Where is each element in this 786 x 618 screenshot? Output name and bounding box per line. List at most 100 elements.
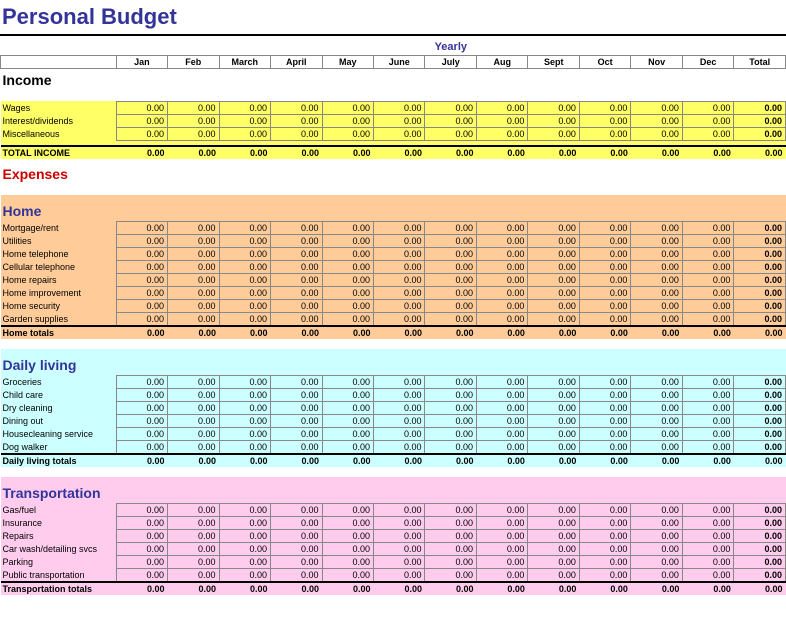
sec-2-row-2-val-6[interactable]: 0.00 — [425, 530, 476, 543]
sec-0-row-1-val-11[interactable]: 0.00 — [682, 235, 733, 248]
sec-1-row-3-val-0[interactable]: 0.00 — [116, 415, 167, 428]
sec-2-row-1-val-7[interactable]: 0.00 — [476, 517, 527, 530]
income-row-1-val-4[interactable]: 0.00 — [322, 114, 373, 127]
sec-1-row-3-val-11[interactable]: 0.00 — [682, 415, 733, 428]
sec-1-row-5-val-8[interactable]: 0.00 — [528, 441, 579, 455]
sec-2-row-3-val-4[interactable]: 0.00 — [322, 543, 373, 556]
sec-2-row-1-val-5[interactable]: 0.00 — [374, 517, 425, 530]
sec-0-row-0-val-4[interactable]: 0.00 — [322, 222, 373, 235]
sec-1-row-2-val-2[interactable]: 0.00 — [219, 402, 270, 415]
sec-0-row-0-val-2[interactable]: 0.00 — [219, 222, 270, 235]
income-row-2-val-0[interactable]: 0.00 — [116, 127, 167, 140]
sec-2-row-3-val-11[interactable]: 0.00 — [682, 543, 733, 556]
sec-2-row-1-val-11[interactable]: 0.00 — [682, 517, 733, 530]
sec-1-row-1-val-7[interactable]: 0.00 — [476, 389, 527, 402]
sec-2-row-4-val-4[interactable]: 0.00 — [322, 556, 373, 569]
sec-0-row-1-val-1[interactable]: 0.00 — [168, 235, 219, 248]
income-row-2-val-9[interactable]: 0.00 — [579, 127, 630, 140]
sec-2-row-4-val-8[interactable]: 0.00 — [528, 556, 579, 569]
sec-0-row-1-val-4[interactable]: 0.00 — [322, 235, 373, 248]
sec-1-row-2-val-0[interactable]: 0.00 — [116, 402, 167, 415]
sec-2-row-4-val-7[interactable]: 0.00 — [476, 556, 527, 569]
sec-2-row-5-val-5[interactable]: 0.00 — [374, 569, 425, 583]
sec-1-row-3-val-10[interactable]: 0.00 — [631, 415, 682, 428]
sec-0-row-6-val-3[interactable]: 0.00 — [271, 300, 322, 313]
income-row-0-val-6[interactable]: 0.00 — [425, 101, 476, 114]
sec-0-row-6-val-11[interactable]: 0.00 — [682, 300, 733, 313]
sec-1-row-5-val-7[interactable]: 0.00 — [476, 441, 527, 455]
sec-0-row-4-val-6[interactable]: 0.00 — [425, 274, 476, 287]
sec-1-row-2-val-5[interactable]: 0.00 — [374, 402, 425, 415]
income-row-0-val-11[interactable]: 0.00 — [682, 101, 733, 114]
sec-1-row-1-val-9[interactable]: 0.00 — [579, 389, 630, 402]
sec-1-row-3-val-9[interactable]: 0.00 — [579, 415, 630, 428]
sec-2-row-3-val-0[interactable]: 0.00 — [116, 543, 167, 556]
sec-0-row-2-val-3[interactable]: 0.00 — [271, 248, 322, 261]
sec-0-row-2-val-6[interactable]: 0.00 — [425, 248, 476, 261]
sec-2-row-2-val-10[interactable]: 0.00 — [631, 530, 682, 543]
sec-1-row-1-val-1[interactable]: 0.00 — [168, 389, 219, 402]
income-row-1-val-6[interactable]: 0.00 — [425, 114, 476, 127]
sec-0-row-7-val-8[interactable]: 0.00 — [528, 313, 579, 327]
income-row-1-val-5[interactable]: 0.00 — [374, 114, 425, 127]
sec-1-row-5-val-5[interactable]: 0.00 — [374, 441, 425, 455]
income-row-2-val-2[interactable]: 0.00 — [219, 127, 270, 140]
sec-0-row-5-val-1[interactable]: 0.00 — [168, 287, 219, 300]
sec-0-row-2-val-7[interactable]: 0.00 — [476, 248, 527, 261]
sec-1-row-0-val-8[interactable]: 0.00 — [528, 376, 579, 389]
sec-1-row-0-val-5[interactable]: 0.00 — [374, 376, 425, 389]
sec-0-row-0-val-0[interactable]: 0.00 — [116, 222, 167, 235]
sec-1-row-1-val-0[interactable]: 0.00 — [116, 389, 167, 402]
sec-2-row-0-val-9[interactable]: 0.00 — [579, 504, 630, 517]
sec-0-row-7-val-5[interactable]: 0.00 — [374, 313, 425, 327]
sec-0-row-6-val-9[interactable]: 0.00 — [579, 300, 630, 313]
sec-0-row-7-val-9[interactable]: 0.00 — [579, 313, 630, 327]
income-row-1-val-3[interactable]: 0.00 — [271, 114, 322, 127]
sec-0-row-0-val-5[interactable]: 0.00 — [374, 222, 425, 235]
sec-0-row-6-val-0[interactable]: 0.00 — [116, 300, 167, 313]
sec-0-row-4-val-8[interactable]: 0.00 — [528, 274, 579, 287]
income-row-2-val-8[interactable]: 0.00 — [528, 127, 579, 140]
sec-2-row-4-val-1[interactable]: 0.00 — [168, 556, 219, 569]
sec-1-row-3-val-5[interactable]: 0.00 — [374, 415, 425, 428]
sec-2-row-2-val-7[interactable]: 0.00 — [476, 530, 527, 543]
sec-2-row-2-val-0[interactable]: 0.00 — [116, 530, 167, 543]
sec-1-row-2-val-7[interactable]: 0.00 — [476, 402, 527, 415]
sec-0-row-3-val-8[interactable]: 0.00 — [528, 261, 579, 274]
sec-0-row-2-val-9[interactable]: 0.00 — [579, 248, 630, 261]
sec-2-row-0-val-7[interactable]: 0.00 — [476, 504, 527, 517]
sec-0-row-1-val-7[interactable]: 0.00 — [476, 235, 527, 248]
sec-0-row-1-val-2[interactable]: 0.00 — [219, 235, 270, 248]
sec-2-row-2-val-3[interactable]: 0.00 — [271, 530, 322, 543]
sec-0-row-4-val-10[interactable]: 0.00 — [631, 274, 682, 287]
sec-0-row-6-val-6[interactable]: 0.00 — [425, 300, 476, 313]
income-row-0-val-4[interactable]: 0.00 — [322, 101, 373, 114]
sec-0-row-5-val-6[interactable]: 0.00 — [425, 287, 476, 300]
sec-2-row-0-val-1[interactable]: 0.00 — [168, 504, 219, 517]
sec-2-row-5-val-11[interactable]: 0.00 — [682, 569, 733, 583]
sec-2-row-1-val-3[interactable]: 0.00 — [271, 517, 322, 530]
sec-0-row-3-val-1[interactable]: 0.00 — [168, 261, 219, 274]
sec-0-row-5-val-5[interactable]: 0.00 — [374, 287, 425, 300]
sec-1-row-1-val-2[interactable]: 0.00 — [219, 389, 270, 402]
income-row-0-val-9[interactable]: 0.00 — [579, 101, 630, 114]
sec-2-row-0-val-4[interactable]: 0.00 — [322, 504, 373, 517]
sec-0-row-4-val-7[interactable]: 0.00 — [476, 274, 527, 287]
sec-0-row-3-val-0[interactable]: 0.00 — [116, 261, 167, 274]
sec-0-row-0-val-8[interactable]: 0.00 — [528, 222, 579, 235]
sec-0-row-4-val-0[interactable]: 0.00 — [116, 274, 167, 287]
sec-1-row-2-val-8[interactable]: 0.00 — [528, 402, 579, 415]
sec-1-row-4-val-11[interactable]: 0.00 — [682, 428, 733, 441]
sec-2-row-1-val-10[interactable]: 0.00 — [631, 517, 682, 530]
sec-1-row-5-val-11[interactable]: 0.00 — [682, 441, 733, 455]
sec-0-row-2-val-8[interactable]: 0.00 — [528, 248, 579, 261]
sec-0-row-5-val-3[interactable]: 0.00 — [271, 287, 322, 300]
sec-1-row-5-val-10[interactable]: 0.00 — [631, 441, 682, 455]
sec-1-row-2-val-3[interactable]: 0.00 — [271, 402, 322, 415]
sec-1-row-2-val-1[interactable]: 0.00 — [168, 402, 219, 415]
sec-2-row-0-val-5[interactable]: 0.00 — [374, 504, 425, 517]
sec-1-row-0-val-0[interactable]: 0.00 — [116, 376, 167, 389]
sec-2-row-1-val-9[interactable]: 0.00 — [579, 517, 630, 530]
sec-2-row-3-val-5[interactable]: 0.00 — [374, 543, 425, 556]
sec-1-row-0-val-3[interactable]: 0.00 — [271, 376, 322, 389]
